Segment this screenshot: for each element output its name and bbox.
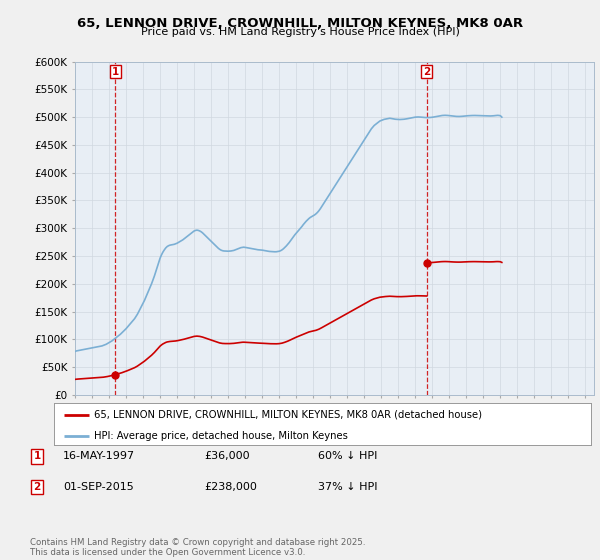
Text: 60% ↓ HPI: 60% ↓ HPI (318, 451, 377, 461)
Text: HPI: Average price, detached house, Milton Keynes: HPI: Average price, detached house, Milt… (94, 431, 348, 441)
Text: 1: 1 (112, 67, 119, 77)
Text: 16-MAY-1997: 16-MAY-1997 (63, 451, 135, 461)
Text: 2: 2 (34, 482, 41, 492)
Text: £36,000: £36,000 (204, 451, 250, 461)
Text: £238,000: £238,000 (204, 482, 257, 492)
Text: 01-SEP-2015: 01-SEP-2015 (63, 482, 134, 492)
Text: 37% ↓ HPI: 37% ↓ HPI (318, 482, 377, 492)
Text: Contains HM Land Registry data © Crown copyright and database right 2025.
This d: Contains HM Land Registry data © Crown c… (30, 538, 365, 557)
Text: 1: 1 (34, 451, 41, 461)
Text: 65, LENNON DRIVE, CROWNHILL, MILTON KEYNES, MK8 0AR (detached house): 65, LENNON DRIVE, CROWNHILL, MILTON KEYN… (94, 409, 482, 419)
Text: 2: 2 (423, 67, 430, 77)
Text: 65, LENNON DRIVE, CROWNHILL, MILTON KEYNES, MK8 0AR: 65, LENNON DRIVE, CROWNHILL, MILTON KEYN… (77, 17, 523, 30)
Text: Price paid vs. HM Land Registry's House Price Index (HPI): Price paid vs. HM Land Registry's House … (140, 27, 460, 37)
